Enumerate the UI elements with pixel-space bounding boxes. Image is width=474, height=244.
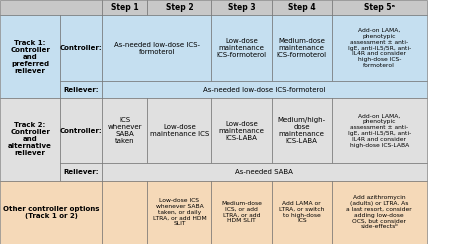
Bar <box>211 98 272 163</box>
Bar <box>211 0 272 15</box>
Text: Controller:: Controller: <box>60 45 102 51</box>
Text: As-needed low-dose ICS-formoterol: As-needed low-dose ICS-formoterol <box>203 87 326 92</box>
Bar <box>0 15 60 98</box>
Bar <box>0 0 102 15</box>
Text: Low-dose
maintenance
ICS-formoterol: Low-dose maintenance ICS-formoterol <box>217 38 266 58</box>
Bar <box>272 181 332 244</box>
Text: Add azithromycin
(adults) or LTRA. As
a last resort, consider
adding low-dose
OC: Add azithromycin (adults) or LTRA. As a … <box>346 195 412 229</box>
Text: Add LAMA or
LTRA, or switch
to high-dose
ICS: Add LAMA or LTRA, or switch to high-dose… <box>279 201 324 224</box>
Bar <box>147 181 211 244</box>
Bar <box>102 0 147 15</box>
Text: As-needed low-dose ICS-
formoterol: As-needed low-dose ICS- formoterol <box>114 41 200 55</box>
Text: Step 5ᵃ: Step 5ᵃ <box>364 3 395 12</box>
Bar <box>60 163 102 181</box>
Bar <box>102 98 147 163</box>
Bar <box>211 181 272 244</box>
Text: Low-dose
maintenance
ICS-LABA: Low-dose maintenance ICS-LABA <box>219 121 264 141</box>
Text: Add-on LAMA,
phenotypic
assessment ± anti-
IgE, anti-IL5/5R, anti-
IL4R and cons: Add-on LAMA, phenotypic assessment ± ant… <box>347 114 411 148</box>
Text: Step 4: Step 4 <box>288 3 316 12</box>
Text: Controller:: Controller: <box>60 128 102 134</box>
Bar <box>102 81 427 98</box>
Bar <box>272 0 332 15</box>
Text: Low-dose
maintenance ICS: Low-dose maintenance ICS <box>150 124 209 137</box>
Bar <box>102 181 147 244</box>
Text: Reliever:: Reliever: <box>64 87 99 92</box>
Text: ICS
whenever
SABA
taken: ICS whenever SABA taken <box>108 117 142 144</box>
Bar <box>332 0 427 15</box>
Bar <box>147 0 211 15</box>
Bar <box>332 181 427 244</box>
Text: Other controller options
(Track 1 or 2): Other controller options (Track 1 or 2) <box>3 206 99 219</box>
Text: Reliever:: Reliever: <box>64 169 99 175</box>
Text: Medium/high-
dose
maintenance
ICS-LABA: Medium/high- dose maintenance ICS-LABA <box>278 117 326 144</box>
Text: Step 1: Step 1 <box>111 3 138 12</box>
Bar <box>211 15 272 81</box>
Bar <box>102 15 211 81</box>
Bar <box>147 98 211 163</box>
Text: Medium-dose
maintenance
ICS-formoterol: Medium-dose maintenance ICS-formoterol <box>277 38 327 58</box>
Bar <box>60 15 102 81</box>
Bar <box>272 98 332 163</box>
Bar <box>332 15 427 81</box>
Text: Low-dose ICS
whenever SABA
taken, or daily
LTRA, or add HDM
SLIT: Low-dose ICS whenever SABA taken, or dai… <box>153 198 206 226</box>
Bar <box>0 181 102 244</box>
Bar <box>60 81 102 98</box>
Text: Step 2: Step 2 <box>165 3 193 12</box>
Text: Step 3: Step 3 <box>228 3 255 12</box>
Text: Medium-dose
ICS, or add
LTRA, or add
HDM SLIT: Medium-dose ICS, or add LTRA, or add HDM… <box>221 201 262 224</box>
Bar <box>0 98 60 181</box>
Text: Add-on LAMA,
phenotypic
assessment ± anti-
IgE, anti-IL5/5R, anti-
IL4R and cons: Add-on LAMA, phenotypic assessment ± ant… <box>347 28 411 68</box>
Text: Track 2:
Controller
and
alternative
reliever: Track 2: Controller and alternative reli… <box>8 122 52 156</box>
Bar <box>272 15 332 81</box>
Text: Track 1:
Controller
and
preferred
reliever: Track 1: Controller and preferred reliev… <box>10 40 50 74</box>
Bar <box>60 98 102 163</box>
Text: As-needed SABA: As-needed SABA <box>235 169 293 175</box>
Bar <box>332 98 427 163</box>
Bar <box>102 163 427 181</box>
